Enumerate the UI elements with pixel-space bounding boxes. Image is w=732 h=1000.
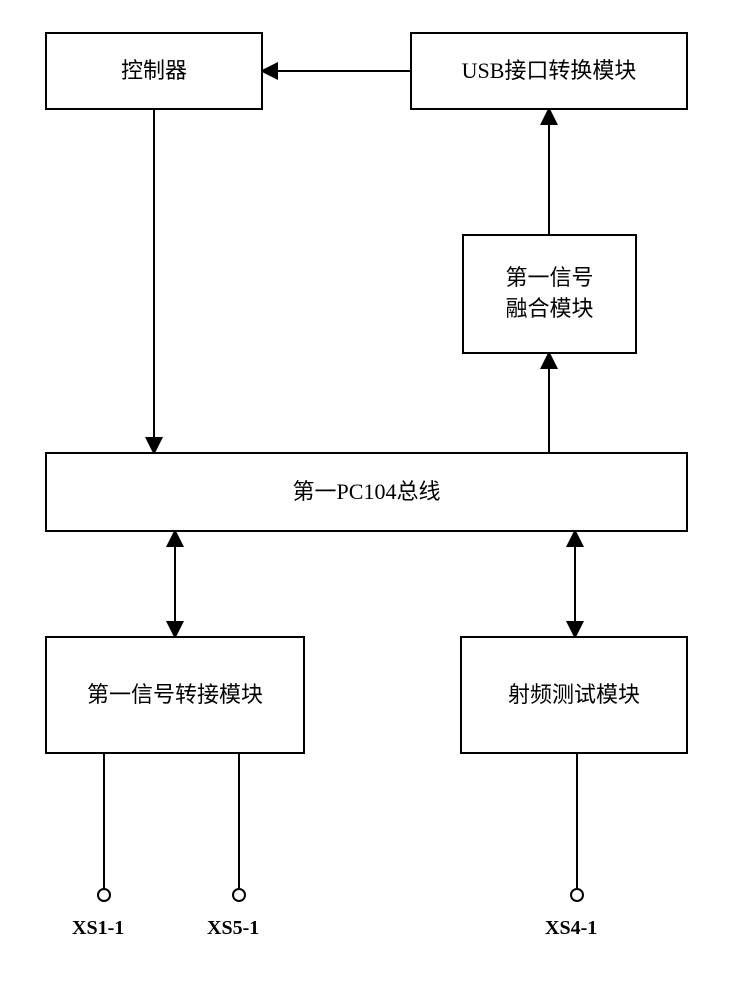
node-relay: 第一信号转接模块 [45,636,305,754]
node-controller: 控制器 [45,32,263,110]
terminal-circle-xs5-1 [232,888,246,902]
node-label-controller: 控制器 [121,56,187,87]
node-label-bus: 第一PC104总线 [293,477,441,508]
node-label-rf: 射频测试模块 [508,680,640,711]
node-bus: 第一PC104总线 [45,452,688,532]
node-label-fusion: 第一信号 融合模块 [505,263,593,325]
node-label-usb: USB接口转换模块 [462,56,637,87]
terminal-circle-xs4-1 [570,888,584,902]
node-rf: 射频测试模块 [460,636,688,754]
node-label-relay: 第一信号转接模块 [87,680,263,711]
terminal-label-xs1-1: XS1-1 [72,917,124,940]
node-fusion: 第一信号 融合模块 [462,234,637,354]
terminal-label-xs5-1: XS5-1 [207,917,259,940]
terminal-label-xs4-1: XS4-1 [545,917,597,940]
terminal-circle-xs1-1 [97,888,111,902]
node-usb: USB接口转换模块 [410,32,688,110]
diagram-stage: 控制器 USB接口转换模块第一信号 融合模块第一PC104总线第一信号转接模块 射频… [0,0,732,1000]
